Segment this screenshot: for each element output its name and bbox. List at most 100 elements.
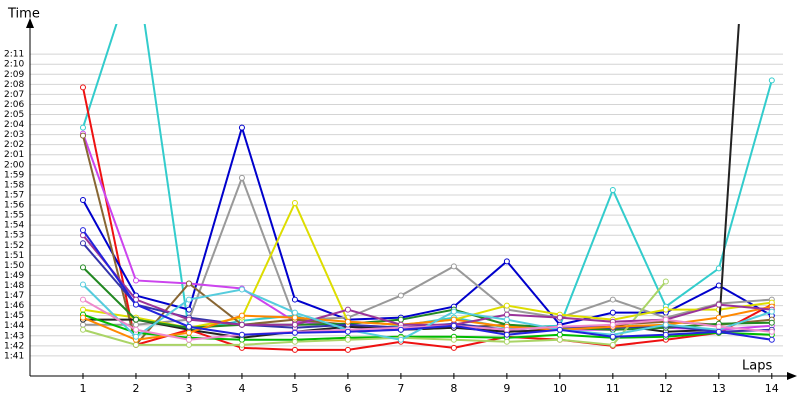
data-point bbox=[291, 338, 298, 345]
data-point bbox=[768, 77, 775, 84]
data-point bbox=[132, 301, 139, 308]
series-line bbox=[82, 280, 667, 346]
data-point bbox=[185, 341, 192, 348]
y-tick-label: 1:52 bbox=[4, 241, 24, 251]
data-point bbox=[450, 344, 457, 351]
y-tick-label: 2:08 bbox=[4, 80, 24, 90]
data-point bbox=[79, 197, 86, 203]
data-point bbox=[79, 326, 86, 333]
data-point bbox=[79, 306, 86, 313]
y-tick-label: 2:05 bbox=[4, 110, 24, 120]
data-point bbox=[609, 296, 616, 303]
y-tick-label: 2:11 bbox=[4, 50, 24, 60]
data-point bbox=[79, 132, 86, 139]
data-point bbox=[397, 316, 404, 323]
data-point bbox=[662, 316, 669, 323]
data-point bbox=[715, 301, 722, 308]
data-point bbox=[79, 227, 86, 234]
data-point bbox=[609, 333, 616, 340]
data-point bbox=[185, 329, 192, 336]
x-axis-arrow bbox=[787, 372, 797, 380]
data-point bbox=[503, 316, 510, 323]
y-tick-label: 1:46 bbox=[4, 301, 24, 311]
x-tick-label: 1 bbox=[79, 382, 86, 395]
series-line bbox=[82, 175, 772, 326]
data-point bbox=[450, 263, 457, 270]
data-point bbox=[185, 316, 192, 323]
y-tick-label: 1:45 bbox=[4, 311, 24, 321]
y-tick-label: 1:58 bbox=[4, 180, 24, 190]
data-point bbox=[132, 333, 139, 340]
y-tick-label: 2:03 bbox=[4, 130, 24, 140]
data-point bbox=[450, 308, 457, 315]
data-point bbox=[291, 314, 298, 321]
data-point bbox=[715, 282, 722, 289]
data-point bbox=[662, 331, 669, 338]
data-point bbox=[238, 321, 245, 328]
data-point bbox=[662, 278, 669, 285]
data-point bbox=[238, 331, 245, 338]
series-line bbox=[82, 87, 773, 351]
data-point bbox=[662, 306, 669, 313]
data-point bbox=[344, 328, 351, 335]
x-tick-label: 12 bbox=[659, 382, 673, 395]
data-point bbox=[185, 306, 192, 313]
y-tick-label: 1:55 bbox=[4, 211, 24, 221]
y-tick-label: 1:53 bbox=[4, 231, 24, 241]
data-point bbox=[768, 319, 775, 326]
data-point bbox=[79, 124, 86, 131]
y-tick-label: 1:44 bbox=[4, 321, 24, 331]
data-point bbox=[132, 321, 139, 328]
data-point bbox=[768, 308, 775, 315]
data-point bbox=[503, 326, 510, 333]
data-point bbox=[344, 306, 351, 313]
data-point bbox=[344, 336, 351, 343]
x-tick-label: 10 bbox=[553, 382, 567, 395]
plot-area bbox=[79, 24, 775, 353]
data-point bbox=[503, 311, 510, 318]
data-point bbox=[132, 326, 139, 333]
y-tick-label: 2:10 bbox=[4, 60, 24, 70]
data-point bbox=[609, 321, 616, 328]
data-point bbox=[715, 328, 722, 335]
y-tick-label: 2:07 bbox=[4, 90, 24, 100]
data-point bbox=[662, 321, 669, 328]
x-tick-label: 8 bbox=[450, 382, 457, 395]
x-tick-label: 3 bbox=[185, 382, 192, 395]
x-tick-label: 14 bbox=[765, 382, 779, 395]
data-point bbox=[503, 258, 510, 265]
data-point bbox=[556, 314, 563, 321]
data-point bbox=[79, 296, 86, 303]
data-point bbox=[185, 296, 192, 303]
y-tick-label: 1:47 bbox=[4, 291, 24, 301]
x-tick-label: 5 bbox=[291, 382, 298, 395]
data-point bbox=[79, 240, 86, 247]
data-point bbox=[397, 336, 404, 343]
data-point bbox=[768, 336, 775, 343]
y-tick-label: 1:43 bbox=[4, 331, 24, 341]
data-point bbox=[238, 336, 245, 343]
data-point bbox=[185, 336, 192, 343]
grid: 1:411:421:431:441:451:461:471:481:491:50… bbox=[4, 50, 783, 395]
data-point bbox=[450, 316, 457, 323]
y-tick-label: 1:57 bbox=[4, 190, 24, 200]
data-point bbox=[291, 329, 298, 336]
data-point bbox=[768, 328, 775, 335]
data-point bbox=[238, 174, 245, 181]
x-tick-label: 7 bbox=[397, 382, 404, 395]
y-tick-label: 1:42 bbox=[4, 341, 24, 351]
series-line bbox=[82, 124, 773, 326]
x-tick-label: 4 bbox=[238, 382, 245, 395]
x-tick-label: 9 bbox=[503, 382, 510, 395]
data-point bbox=[291, 309, 298, 316]
data-point bbox=[238, 286, 245, 293]
x-tick-label: 2 bbox=[132, 382, 139, 395]
data-point bbox=[609, 341, 616, 348]
data-point bbox=[344, 318, 351, 325]
data-point bbox=[609, 186, 616, 193]
y-tick-label: 1:41 bbox=[4, 351, 24, 361]
data-point bbox=[185, 280, 192, 287]
data-point bbox=[238, 124, 245, 131]
series-line bbox=[82, 298, 772, 341]
